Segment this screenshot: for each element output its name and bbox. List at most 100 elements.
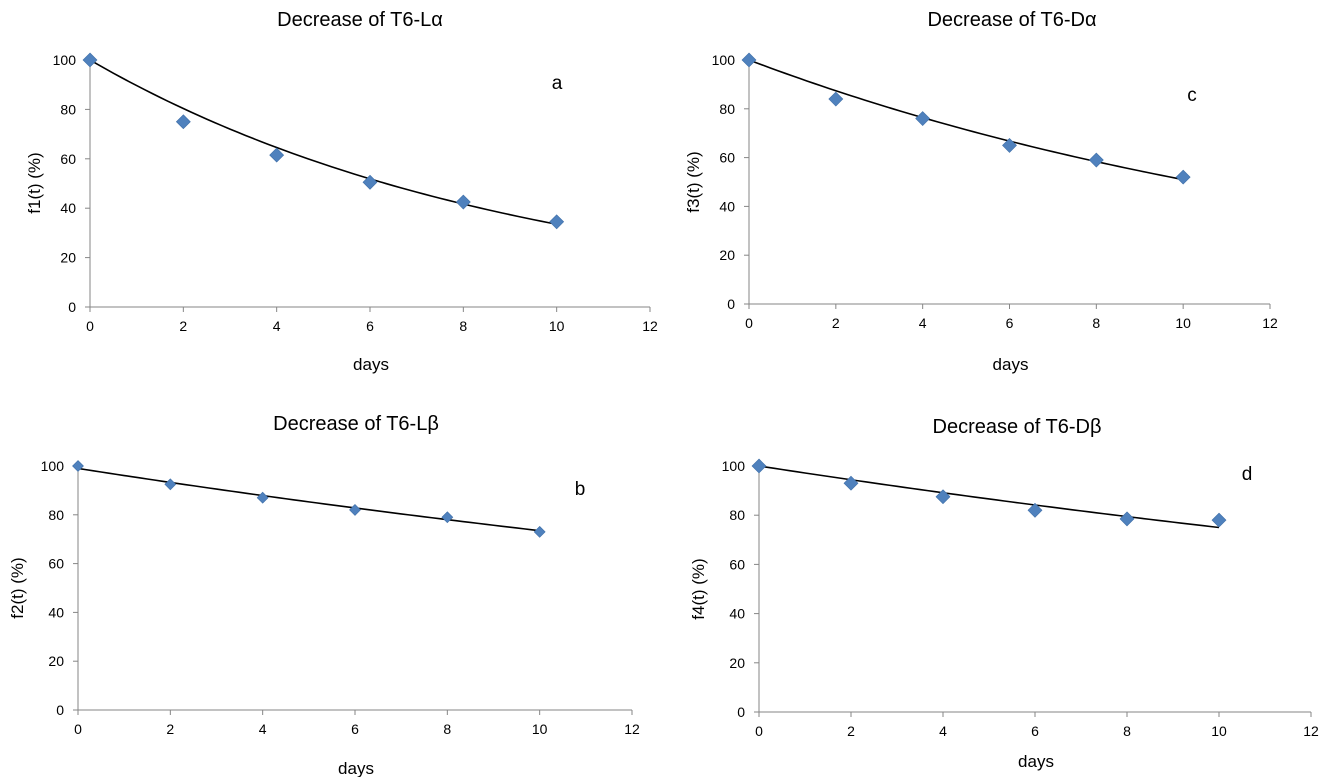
x-tick-label: 8 — [1123, 723, 1131, 739]
x-tick-label: 12 — [624, 721, 640, 737]
x-tick-label: 0 — [745, 315, 753, 331]
y-tick-label: 60 — [729, 556, 745, 572]
x-tick-label: 10 — [549, 318, 565, 334]
x-tick-label: 2 — [832, 315, 840, 331]
data-point — [751, 458, 767, 474]
data-point — [441, 511, 454, 524]
y-tick-label: 0 — [737, 704, 745, 720]
x-tick-label: 6 — [1031, 723, 1039, 739]
x-tick-label: 2 — [179, 318, 187, 334]
data-point — [256, 491, 269, 504]
x-tick-label: 12 — [1303, 723, 1319, 739]
chart-title: Decrease of T6-Dβ — [933, 416, 1102, 438]
y-tick-label: 40 — [48, 604, 64, 620]
x-tick-label: 4 — [919, 315, 927, 331]
y-axis-label: f3(t) (%) — [684, 151, 703, 212]
data-point — [915, 111, 931, 126]
data-point — [741, 52, 757, 68]
data-point — [175, 114, 191, 130]
y-tick-label: 60 — [60, 151, 76, 167]
data-point — [82, 52, 98, 68]
y-axis-label: f2(t) (%) — [8, 557, 27, 618]
y-tick-label: 20 — [719, 247, 735, 263]
y-tick-label: 80 — [729, 507, 745, 523]
y-tick-label: 80 — [48, 507, 64, 523]
y-tick-label: 40 — [729, 606, 745, 622]
y-tick-label: 40 — [60, 200, 76, 216]
y-tick-label: 20 — [60, 250, 76, 266]
x-tick-label: 10 — [1211, 723, 1227, 739]
data-point — [72, 460, 84, 472]
data-point — [1002, 137, 1017, 153]
x-tick-label: 10 — [532, 721, 548, 737]
chart-panel-b: Decrease of T6-Lβ 0 20 40 60 80 100 0 2 4 6 8 10 12 da… — [8, 413, 640, 777]
data-point — [935, 489, 951, 505]
data-point — [349, 503, 361, 516]
x-tick-label: 2 — [847, 723, 855, 739]
data-point — [1119, 511, 1135, 527]
x-axis-label: days — [993, 355, 1029, 374]
y-tick-label: 0 — [727, 296, 735, 312]
data-point — [362, 174, 378, 190]
y-tick-label: 100 — [53, 52, 77, 68]
x-tick-label: 8 — [443, 721, 451, 737]
y-tick-label: 40 — [719, 198, 735, 214]
x-tick-label: 6 — [1006, 315, 1014, 331]
y-tick-label: 20 — [729, 655, 745, 671]
y-tick-label: 20 — [48, 653, 64, 669]
fit-curve — [748, 59, 1184, 181]
x-tick-label: 10 — [1175, 315, 1191, 331]
data-point — [164, 478, 177, 491]
data-point — [269, 147, 285, 163]
data-point — [828, 91, 844, 107]
y-axis-label: f1(t) (%) — [25, 152, 44, 213]
chart-title: Decrease of T6-Lβ — [273, 413, 439, 435]
x-tick-label: 6 — [366, 318, 374, 334]
x-tick-label: 0 — [755, 723, 763, 739]
data-point — [843, 475, 859, 491]
data-point — [1027, 502, 1043, 518]
panel-letter: a — [552, 73, 563, 94]
y-tick-label: 0 — [56, 702, 64, 718]
y-tick-label: 100 — [712, 52, 736, 68]
x-tick-label: 0 — [86, 318, 94, 334]
data-point — [1175, 169, 1191, 185]
y-tick-label: 100 — [722, 458, 746, 474]
fit-curve — [89, 59, 557, 226]
data-point — [533, 525, 546, 538]
chart-title: Decrease of T6-Lα — [277, 9, 443, 31]
x-tick-label: 6 — [351, 721, 359, 737]
chart-panel-c: Decrease of T6-Dα 0 20 40 60 80 100 0 2 4 6 8 10 12 da… — [684, 9, 1278, 374]
x-tick-label: 0 — [74, 721, 82, 737]
chart-panel-a: Decrease of T6-Lα 0 20 40 60 80 100 0 2 4 6 8 10 12 da… — [25, 9, 658, 374]
x-tick-label: 8 — [459, 318, 467, 334]
x-tick-label: 2 — [166, 721, 174, 737]
x-tick-label: 8 — [1092, 315, 1100, 331]
x-tick-label: 4 — [273, 318, 281, 334]
x-axis-label: days — [1018, 752, 1054, 771]
x-tick-label: 12 — [642, 318, 658, 334]
panel-letter: d — [1242, 464, 1253, 485]
x-tick-label: 4 — [939, 723, 947, 739]
y-tick-label: 60 — [48, 556, 64, 572]
data-point — [1211, 512, 1227, 528]
x-axis-label: days — [353, 355, 389, 374]
data-point — [455, 194, 471, 210]
chart-title: Decrease of T6-Dα — [927, 9, 1096, 31]
fit-curve — [758, 465, 1220, 529]
data-point — [549, 214, 565, 230]
y-tick-label: 0 — [68, 299, 76, 315]
y-axis-label: f4(t) (%) — [689, 558, 708, 619]
x-tick-label: 4 — [259, 721, 267, 737]
y-tick-label: 100 — [41, 458, 65, 474]
y-tick-label: 60 — [719, 150, 735, 166]
x-tick-label: 12 — [1262, 315, 1278, 331]
x-axis-label: days — [338, 759, 374, 777]
fit-curve — [77, 467, 540, 532]
panel-letter: c — [1187, 85, 1197, 106]
y-tick-label: 80 — [60, 101, 76, 117]
panel-letter: b — [575, 479, 586, 500]
data-point — [1088, 152, 1104, 168]
chart-panel-d: Decrease of T6-Dβ 0 20 40 60 80 100 0 2 4 6 8 10 12 da… — [689, 416, 1319, 771]
